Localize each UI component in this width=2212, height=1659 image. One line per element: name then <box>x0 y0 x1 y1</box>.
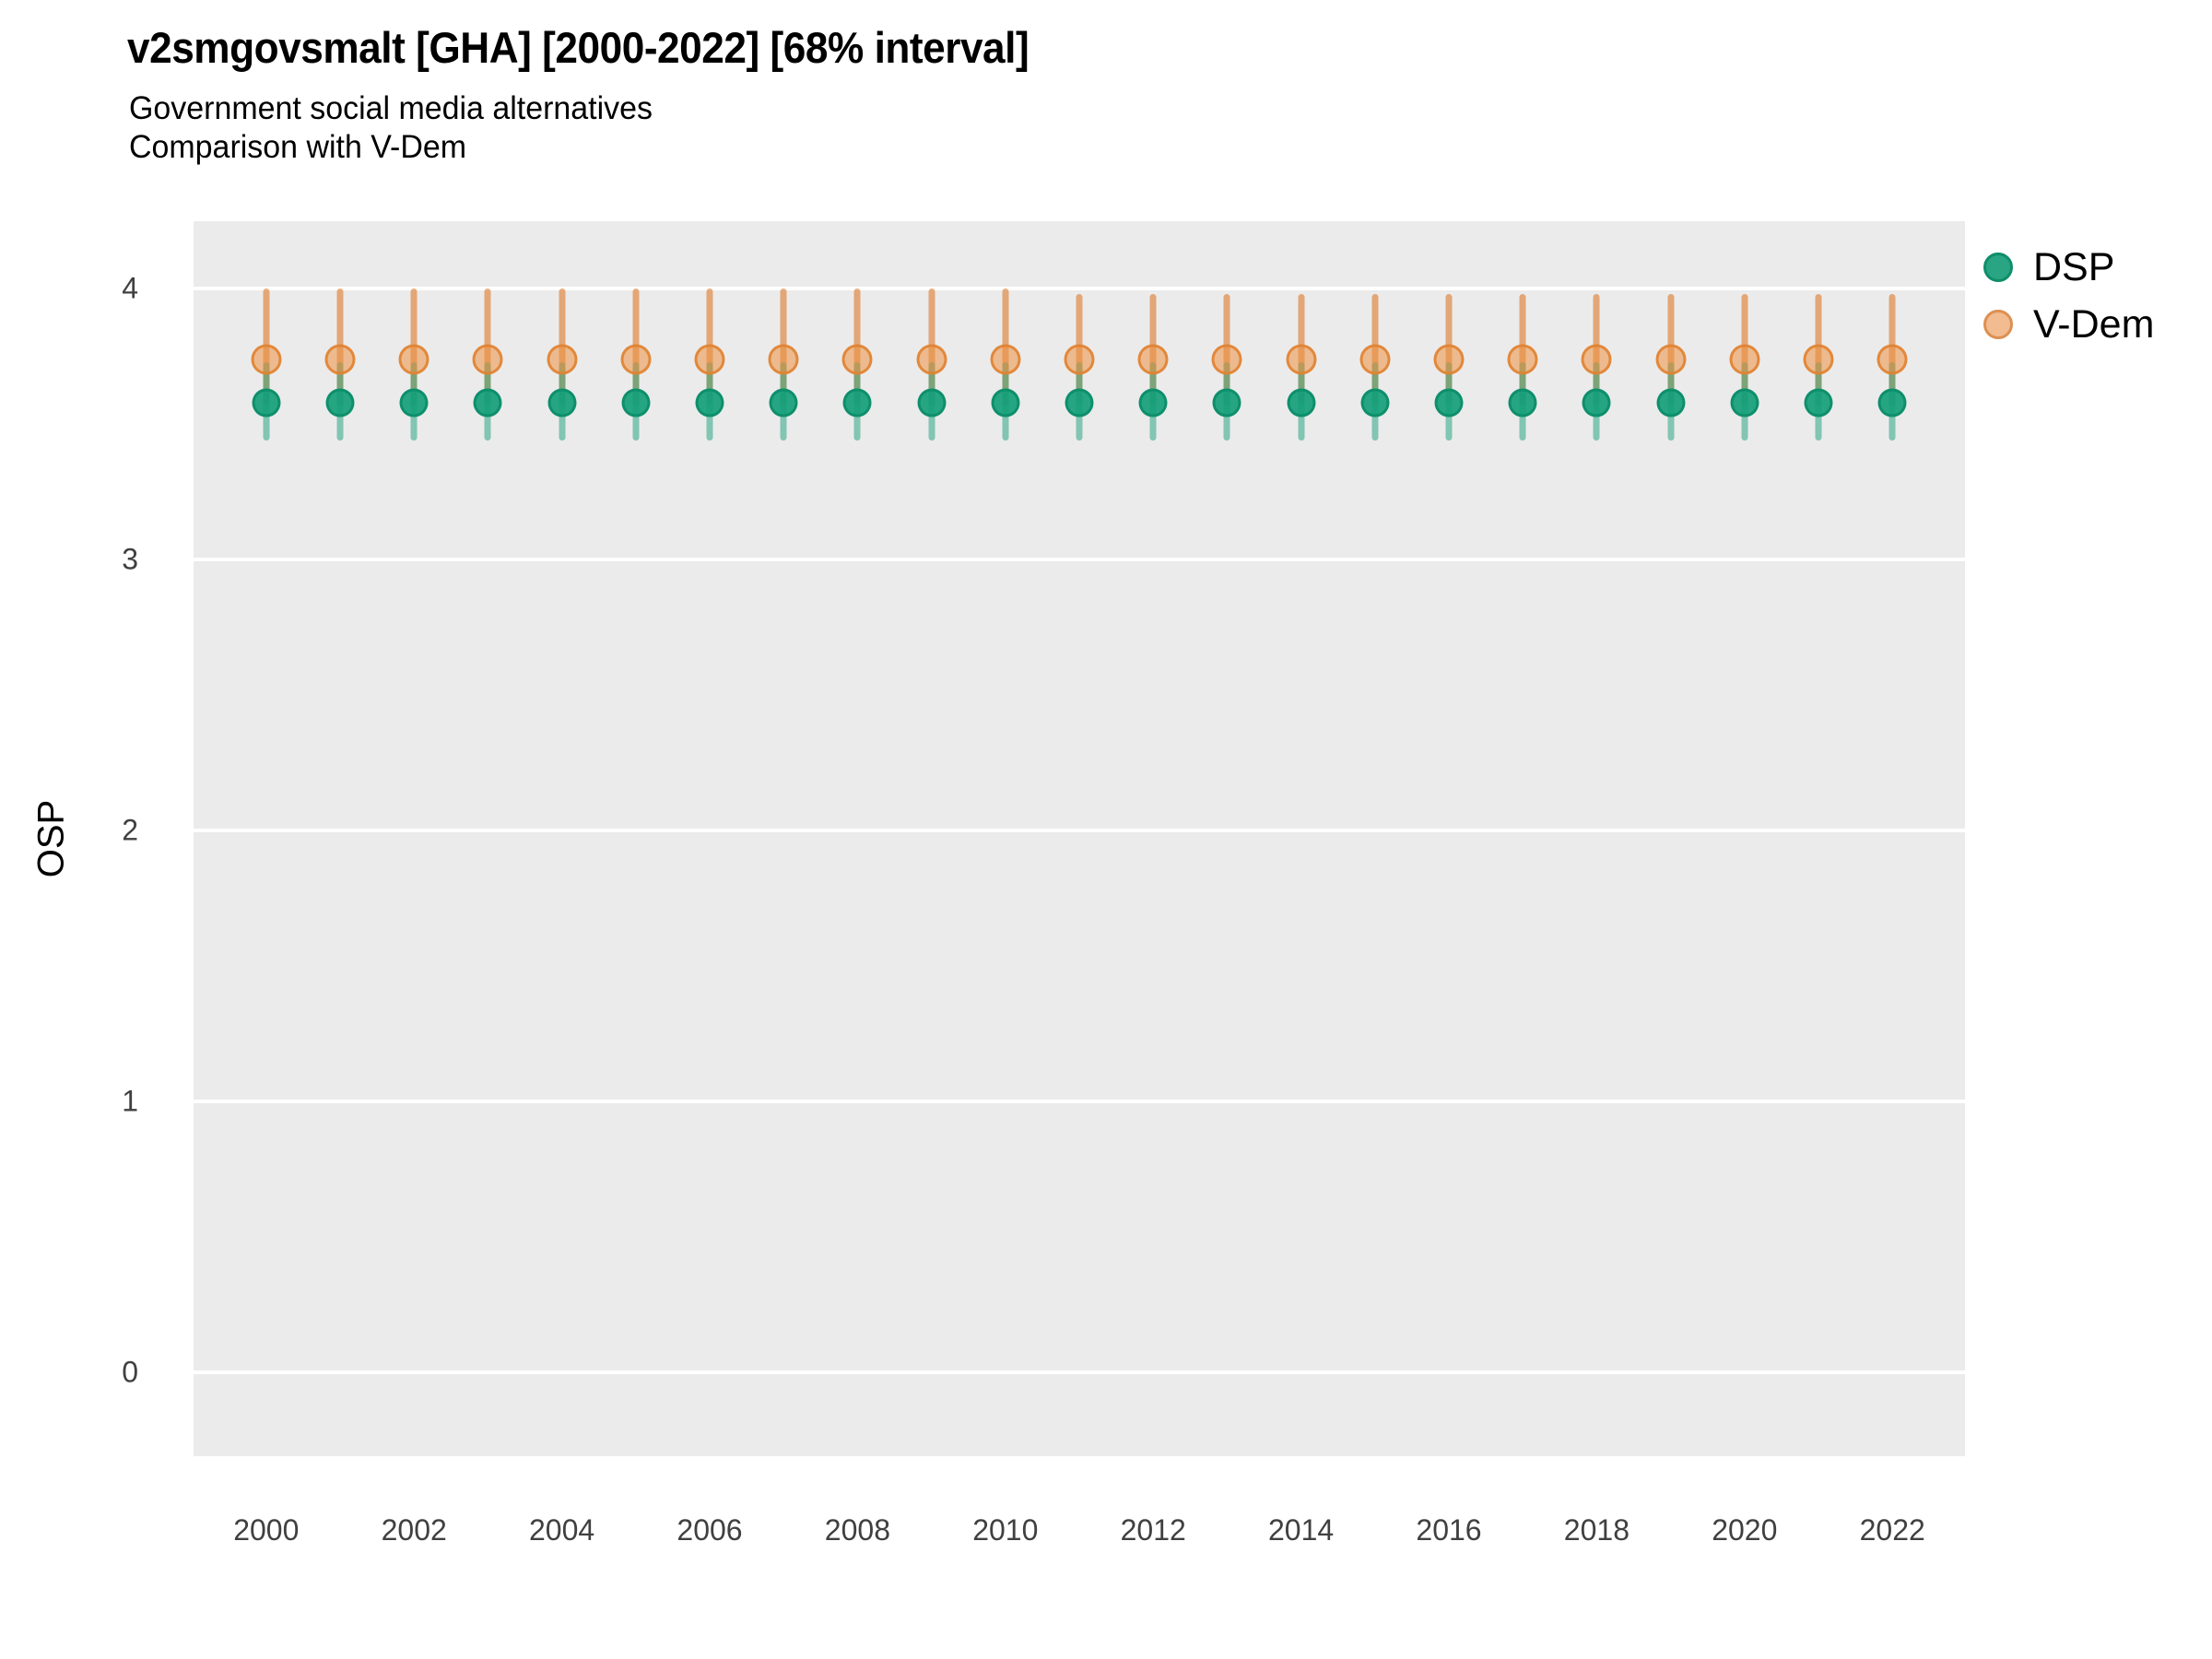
chart-subtitle: Government social media alternatives <box>129 90 653 126</box>
chart-subtitle-2: Comparison with V-Dem <box>129 129 467 165</box>
vdem-point <box>1581 344 1612 375</box>
x-tick-label-2016: 2016 <box>1416 1513 1482 1547</box>
legend-label-vdem: V-Dem <box>2033 301 2155 347</box>
chart-title: v2smgovsmalt [GHA] [2000-2022] [68% inte… <box>127 23 1030 72</box>
x-tick-label-2010: 2010 <box>972 1513 1039 1547</box>
x-tick-label-2006: 2006 <box>677 1513 743 1547</box>
dsp-point <box>621 388 651 418</box>
dsp-point <box>1804 388 1833 418</box>
legend-entry-vdem: V-Dem <box>1983 302 2154 347</box>
x-tick-label-2008: 2008 <box>824 1513 890 1547</box>
plot-panel <box>194 221 1965 1456</box>
vdem-point <box>1803 344 1834 375</box>
vdem-point <box>1877 344 1908 375</box>
vdem-point <box>1433 344 1465 375</box>
dsp-point <box>473 388 502 418</box>
dsp-point <box>1065 388 1094 418</box>
gridline-y-2 <box>194 829 1965 833</box>
dsp-point <box>1508 388 1537 418</box>
y-tick-label-1: 1 <box>122 1084 138 1118</box>
dsp-point <box>1138 388 1168 418</box>
y-tick-label-2: 2 <box>122 813 138 847</box>
dsp-point <box>1877 388 1907 418</box>
vdem-point <box>1137 344 1169 375</box>
dsp-point <box>1656 388 1686 418</box>
vdem-point <box>398 344 429 375</box>
vdem-point <box>620 344 652 375</box>
x-tick-label-2004: 2004 <box>529 1513 595 1547</box>
dsp-point <box>1434 388 1464 418</box>
y-tick-label-0: 0 <box>122 1355 138 1389</box>
dsp-point <box>1730 388 1759 418</box>
vdem-point <box>1064 344 1095 375</box>
x-axis-tick-labels: 2000 2002 2004 2006 2008 2010 2012 2014 2016 2018… <box>194 1513 1965 1554</box>
x-tick-label-2018: 2018 <box>1563 1513 1630 1547</box>
vdem-point <box>1211 344 1242 375</box>
dsp-point <box>325 388 355 418</box>
vdem-point <box>916 344 947 375</box>
dsp-point <box>917 388 947 418</box>
vdem-point <box>1729 344 1760 375</box>
gridline-y-0 <box>194 1370 1965 1374</box>
dsp-point <box>1212 388 1241 418</box>
x-tick-label-2012: 2012 <box>1120 1513 1186 1547</box>
dsp-point <box>695 388 724 418</box>
dsp-point <box>1582 388 1611 418</box>
vdem-point <box>1655 344 1687 375</box>
dsp-point <box>1287 388 1316 418</box>
x-tick-label-2020: 2020 <box>1712 1513 1778 1547</box>
x-tick-label-2002: 2002 <box>381 1513 447 1547</box>
x-tick-label-2014: 2014 <box>1268 1513 1335 1547</box>
gridline-y-4 <box>194 287 1965 291</box>
vdem-point <box>472 344 503 375</box>
dsp-legend-marker-icon <box>1983 253 2013 282</box>
vdem-point <box>1507 344 1538 375</box>
dsp-point <box>991 388 1020 418</box>
vdem-point <box>990 344 1021 375</box>
legend: DSP V-Dem <box>1983 245 2154 347</box>
x-tick-label-2000: 2000 <box>233 1513 300 1547</box>
vdem-legend-marker-icon <box>1983 310 2013 339</box>
legend-entry-dsp: DSP <box>1983 245 2154 289</box>
dsp-point <box>842 388 872 418</box>
gridline-y-3 <box>194 558 1965 562</box>
vdem-point <box>251 344 282 375</box>
y-tick-label-4: 4 <box>122 271 138 305</box>
vdem-point <box>841 344 873 375</box>
dsp-point <box>1360 388 1390 418</box>
y-axis-tick-labels: 4 3 2 1 0 <box>0 221 175 1456</box>
legend-label-dsp: DSP <box>2033 244 2115 289</box>
gridline-y-1 <box>194 1100 1965 1104</box>
vdem-point <box>547 344 578 375</box>
dsp-point <box>399 388 429 418</box>
vdem-point <box>694 344 725 375</box>
vdem-point <box>1286 344 1317 375</box>
dsp-point <box>252 388 281 418</box>
vdem-point <box>768 344 799 375</box>
y-tick-label-3: 3 <box>122 542 138 576</box>
vdem-point <box>324 344 356 375</box>
dsp-point <box>547 388 577 418</box>
dsp-point <box>769 388 798 418</box>
vdem-point <box>1359 344 1391 375</box>
x-tick-label-2022: 2022 <box>1859 1513 1925 1547</box>
